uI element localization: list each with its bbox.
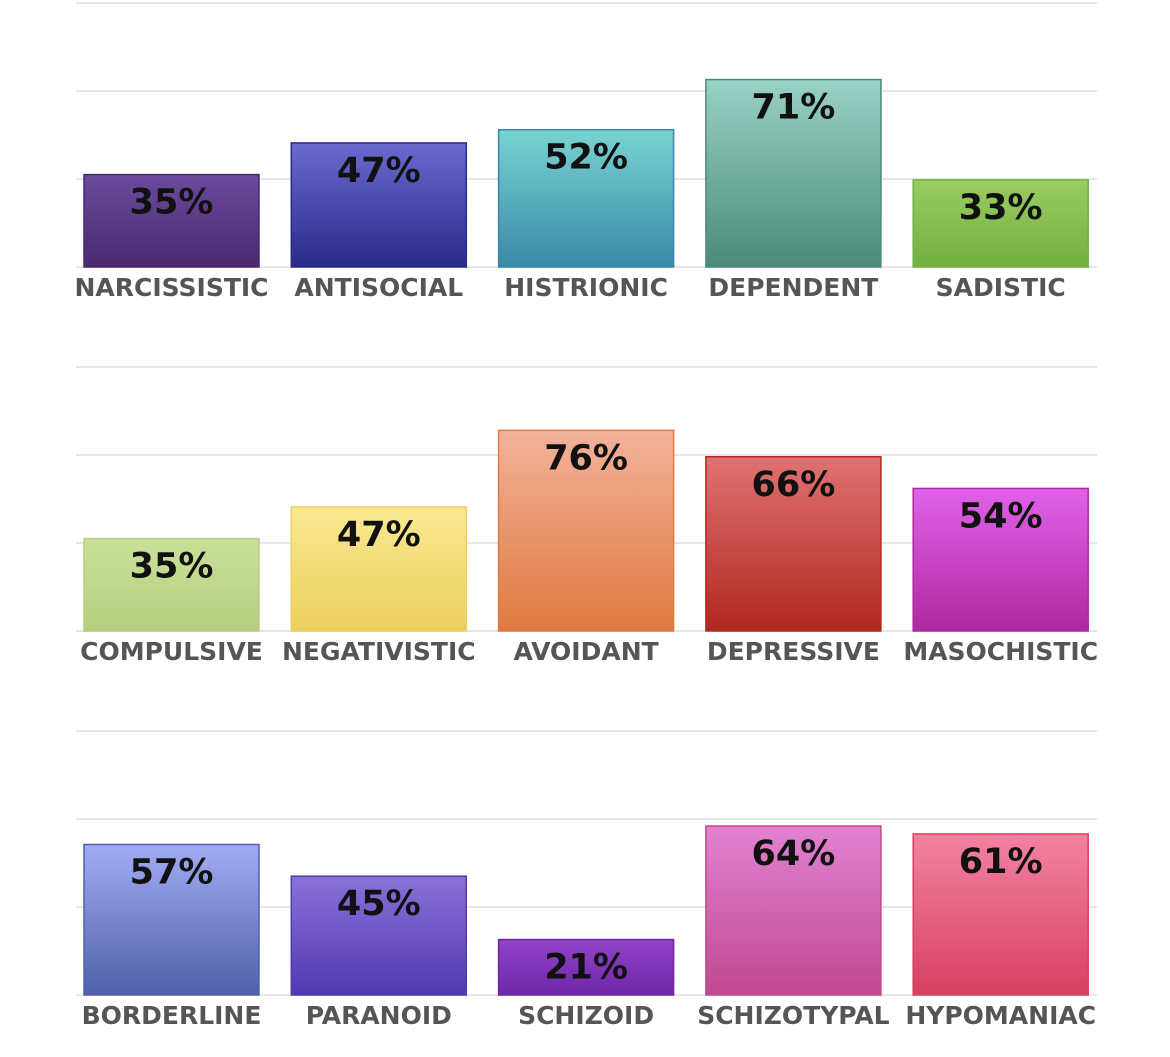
value-label: 64% — [752, 834, 836, 874]
bar — [705, 456, 882, 632]
value-label: 66% — [752, 465, 836, 505]
x-tick-label: SADISTIC — [936, 273, 1066, 302]
x-tick-label: DEPRESSIVE — [707, 637, 880, 666]
x-tick-label: BORDERLINE — [82, 1001, 262, 1030]
bar — [912, 487, 1089, 632]
value-label: 33% — [959, 188, 1043, 228]
bar — [83, 537, 260, 632]
bar — [290, 875, 468, 996]
bar — [83, 843, 260, 996]
x-tick-label: SCHIZOID — [518, 1001, 654, 1030]
bar — [497, 938, 675, 996]
value-label: 47% — [337, 151, 421, 191]
bar — [497, 128, 675, 268]
bar — [912, 833, 1089, 996]
x-tick-label: HISTRIONIC — [504, 273, 668, 302]
bar — [83, 173, 260, 268]
value-label: 35% — [130, 547, 214, 587]
value-label: 61% — [959, 842, 1043, 882]
x-tick-label: MASOCHISTIC — [903, 637, 1098, 666]
value-label: 47% — [337, 515, 421, 555]
value-label: 76% — [544, 438, 628, 478]
bar — [290, 506, 468, 632]
x-tick-label: NEGATIVISTIC — [282, 637, 476, 666]
x-tick-label: DEPENDENT — [708, 273, 878, 302]
value-label: 35% — [130, 183, 214, 223]
value-label: 57% — [130, 853, 214, 893]
x-tick-label: COMPULSIVE — [80, 637, 263, 666]
value-label: 45% — [337, 884, 421, 924]
value-label: 54% — [959, 496, 1043, 536]
x-tick-label: SCHIZOTYPAL — [697, 1001, 889, 1030]
bar — [705, 825, 882, 996]
value-label: 21% — [544, 948, 628, 988]
value-label: 52% — [544, 138, 628, 178]
bar — [705, 78, 882, 268]
x-tick-label: ANTISOCIAL — [294, 273, 463, 302]
x-tick-label: NARCISSISTIC — [74, 273, 268, 302]
x-tick-label: HYPOMANIAC — [905, 1001, 1096, 1030]
bar — [912, 179, 1089, 268]
bar — [497, 429, 675, 632]
value-label: 71% — [752, 88, 836, 128]
x-tick-label: PARANOID — [306, 1001, 452, 1030]
x-tick-label: AVOIDANT — [513, 637, 658, 666]
bar — [290, 142, 468, 268]
